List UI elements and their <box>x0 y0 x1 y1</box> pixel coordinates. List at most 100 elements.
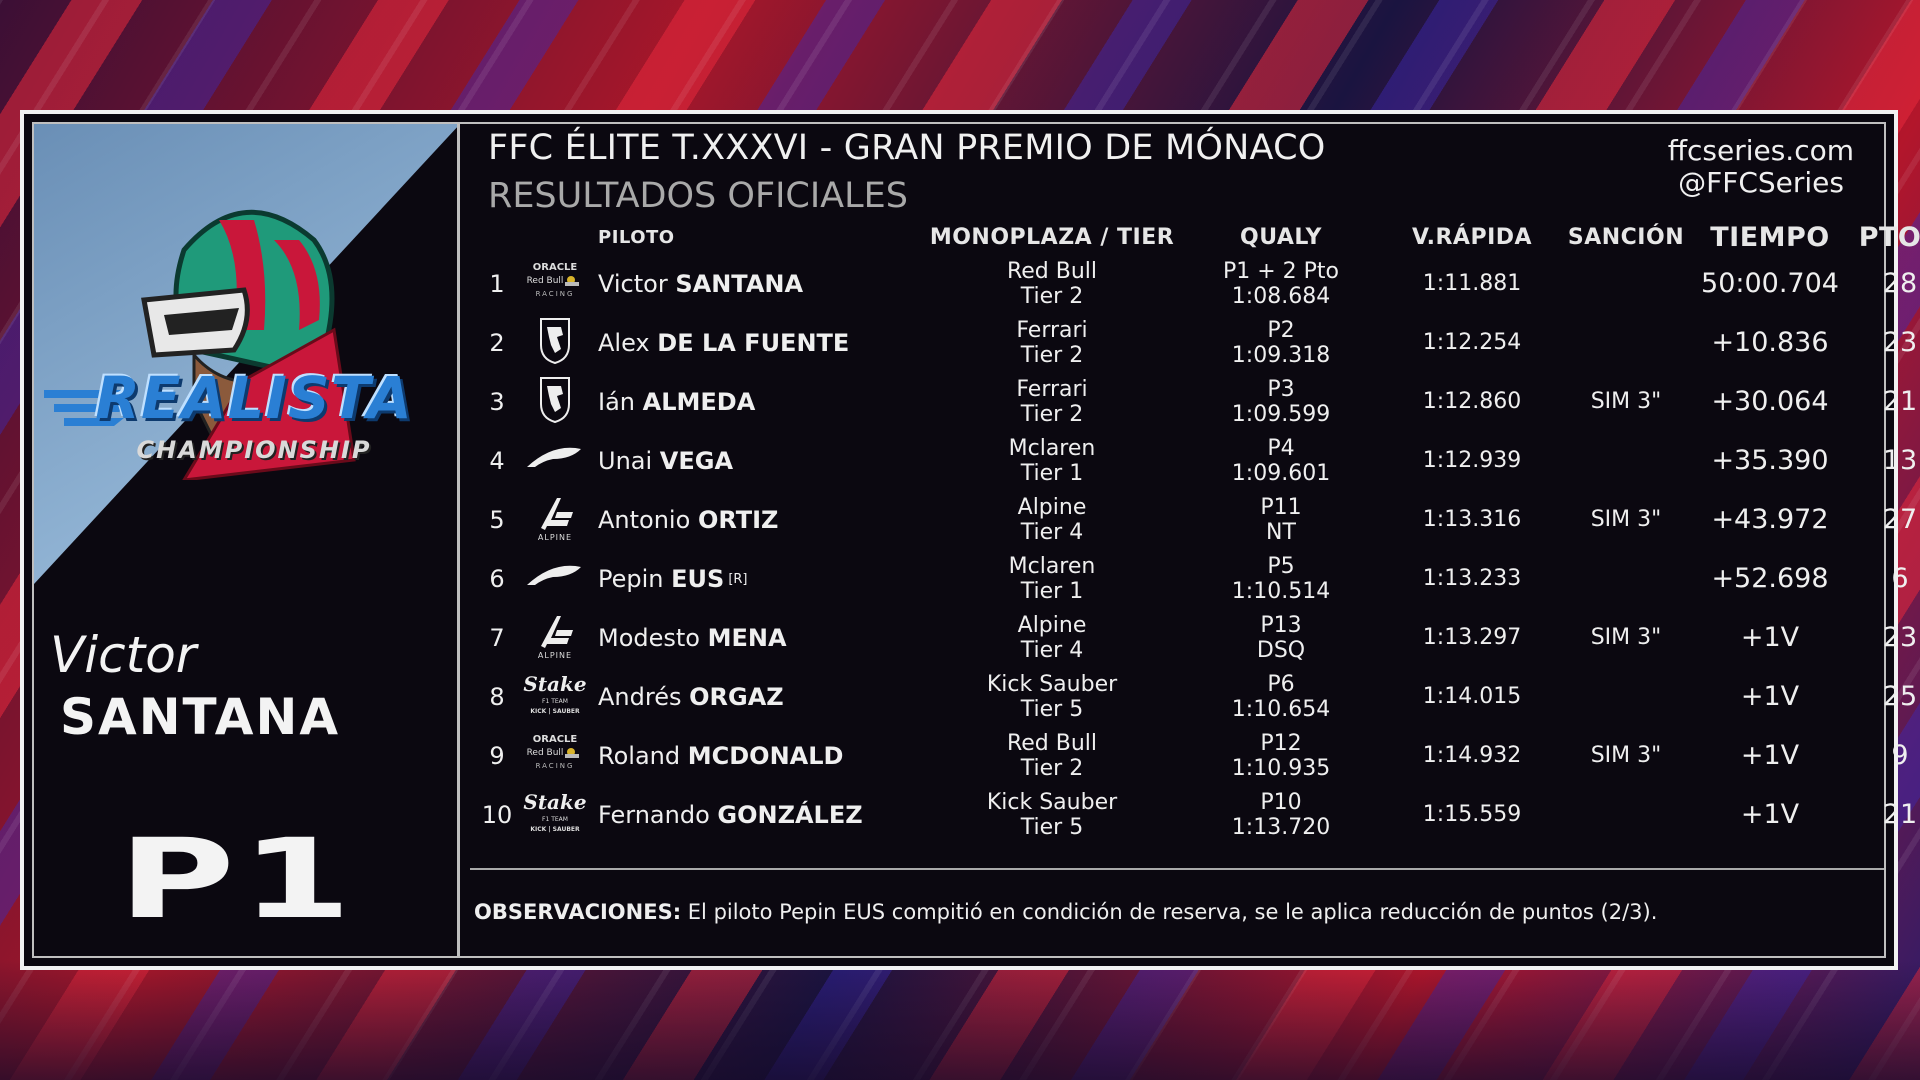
qualy-time: 1:10.935 <box>1231 755 1331 781</box>
alpine-logo: ALPINE <box>523 492 587 542</box>
table-row: 1 ORACLE Red Bull RACING Victor SANTANA Red… <box>476 254 1920 313</box>
qualy-result: P3 1:09.599 <box>1180 372 1382 431</box>
car-name: Alpine <box>1017 494 1087 520</box>
qualy-result: P12 1:10.935 <box>1180 726 1382 785</box>
team-logo-cell: ORACLE Red Bull RACING <box>518 254 592 313</box>
qualy-position: P3 <box>1267 376 1295 402</box>
svg-text:ORACLE: ORACLE <box>533 262 578 273</box>
svg-text:KICK | SAUBER: KICK | SAUBER <box>530 826 580 833</box>
race-time: +1V <box>1740 681 1800 712</box>
pilot-name: Roland MCDONALD <box>592 726 924 785</box>
pilot-name: Antonio ORTIZ <box>592 490 924 549</box>
header-pos <box>476 220 518 254</box>
team-logo-cell: Stake F1 TEAM KICK | SAUBER <box>518 785 592 844</box>
qualy-time: NT <box>1266 519 1296 545</box>
fastest-lap: 1:12.939 <box>1422 448 1522 473</box>
penalty <box>1562 313 1690 372</box>
car-name: Red Bull <box>1006 730 1098 756</box>
qualy-result: P10 1:13.720 <box>1180 785 1382 844</box>
alpine-logo: ALPINE <box>523 610 587 660</box>
qualy-position: P4 <box>1267 435 1295 461</box>
car-name: Ferrari <box>1016 376 1088 402</box>
points: 21 <box>1882 799 1918 830</box>
fastest-lap: 1:13.316 <box>1422 507 1522 532</box>
header-time: TIEMPO <box>1710 221 1830 253</box>
tier-name: Tier 5 <box>1020 814 1084 840</box>
logo-swoosh-icon <box>44 390 134 426</box>
qualy-position: P11 <box>1260 494 1302 520</box>
svg-text:F1 TEAM: F1 TEAM <box>542 816 568 823</box>
qualy-position: P12 <box>1260 730 1302 756</box>
qualy-result: P1 + 2 Pto 1:08.684 <box>1180 254 1382 313</box>
qualy-result: P6 1:10.654 <box>1180 667 1382 726</box>
social-handle[interactable]: @FFCSeries <box>1678 166 1844 199</box>
race-time: +52.698 <box>1711 563 1829 594</box>
car-tier: Ferrari Tier 2 <box>924 313 1180 372</box>
row-position: 2 <box>489 328 505 357</box>
observations: OBSERVACIONES: El piloto Pepin EUS compi… <box>474 900 1657 924</box>
redbull-logo: ORACLE Red Bull RACING <box>523 728 587 778</box>
row-position: 3 <box>489 387 505 416</box>
tier-name: Tier 4 <box>1020 637 1084 663</box>
svg-text:ALPINE: ALPINE <box>538 651 572 660</box>
tier-name: Tier 1 <box>1020 460 1084 486</box>
pilot-first-name: Victor <box>598 269 668 298</box>
race-time: +1V <box>1740 799 1800 830</box>
table-divider <box>470 868 1884 870</box>
table-row: 3 Ián ALMEDA Ferrari Tier 2 P3 1:09.599 1:12.… <box>476 372 1920 431</box>
pilot-name: Andrés ORGAZ <box>592 667 924 726</box>
table-row: 4 Unai VEGA Mclaren Tier 1 P4 1:09.601 1:12.9… <box>476 431 1920 490</box>
pilot-name: Fernando GONZÁLEZ <box>592 785 924 844</box>
header-fastest-lap: V.RÁPIDA <box>1411 224 1533 250</box>
race-time: +1V <box>1740 622 1800 653</box>
website-link[interactable]: ffcseries.com <box>1667 134 1854 167</box>
points: 25 <box>1882 681 1918 712</box>
points: 13 <box>1882 445 1918 476</box>
fastest-lap: 1:11.881 <box>1422 271 1522 296</box>
header-pilot: PILOTO <box>598 226 675 248</box>
pilot-first-name: Unai <box>598 446 653 475</box>
svg-text:Red Bull: Red Bull <box>527 276 564 286</box>
penalty: SIM 3" <box>1590 625 1662 650</box>
svg-text:F1 TEAM: F1 TEAM <box>542 698 568 705</box>
tier-name: Tier 2 <box>1020 283 1084 309</box>
fastest-lap: 1:12.860 <box>1422 389 1522 414</box>
team-logo-cell: ALPINE <box>518 490 592 549</box>
pilot-first-name: Andrés <box>598 682 682 711</box>
qualy-result: P13 DSQ <box>1180 608 1382 667</box>
qualy-position: P5 <box>1267 553 1295 579</box>
fastest-lap: 1:13.297 <box>1422 625 1522 650</box>
car-name: Kick Sauber <box>986 671 1118 697</box>
table-row: 8 Stake F1 TEAM KICK | SAUBER Andrés ORGAZ… <box>476 667 1920 726</box>
pilot-first-name: Roland <box>598 741 681 770</box>
ferrari-logo <box>523 374 587 424</box>
fastest-lap: 1:14.015 <box>1422 684 1522 709</box>
qualy-result: P11 NT <box>1180 490 1382 549</box>
table-row: 5 ALPINE Antonio ORTIZ Alpine Tier 4 P11 NT 1… <box>476 490 1920 549</box>
tier-name: Tier 2 <box>1020 755 1084 781</box>
tier-name: Tier 2 <box>1020 342 1084 368</box>
svg-text:Stake: Stake <box>523 672 586 696</box>
penalty <box>1562 667 1690 726</box>
team-logo-cell <box>518 313 592 372</box>
results-body: 1 ORACLE Red Bull RACING Victor SANTANA Red… <box>476 254 1920 844</box>
tier-name: Tier 2 <box>1020 401 1084 427</box>
pilot-last-name: MCDONALD <box>687 741 844 770</box>
tier-name: Tier 4 <box>1020 519 1084 545</box>
svg-text:RACING: RACING <box>536 762 575 770</box>
pilot-name: Ián ALMEDA <box>592 372 924 431</box>
qualy-time: 1:09.601 <box>1231 460 1331 486</box>
svg-text:RACING: RACING <box>536 290 575 298</box>
team-logo-cell <box>518 549 592 608</box>
qualy-result: P5 1:10.514 <box>1180 549 1382 608</box>
penalty <box>1562 549 1690 608</box>
points: 21 <box>1882 386 1918 417</box>
race-time: +30.064 <box>1711 386 1829 417</box>
row-position: 10 <box>481 800 513 829</box>
stake-logo: Stake F1 TEAM KICK | SAUBER <box>523 669 587 719</box>
race-time: +10.836 <box>1711 327 1829 358</box>
car-tier: Mclaren Tier 1 <box>924 431 1180 490</box>
header-qualy: QUALY <box>1240 224 1322 250</box>
qualy-position: P10 <box>1260 789 1302 815</box>
team-logo-cell: ORACLE Red Bull RACING <box>518 726 592 785</box>
